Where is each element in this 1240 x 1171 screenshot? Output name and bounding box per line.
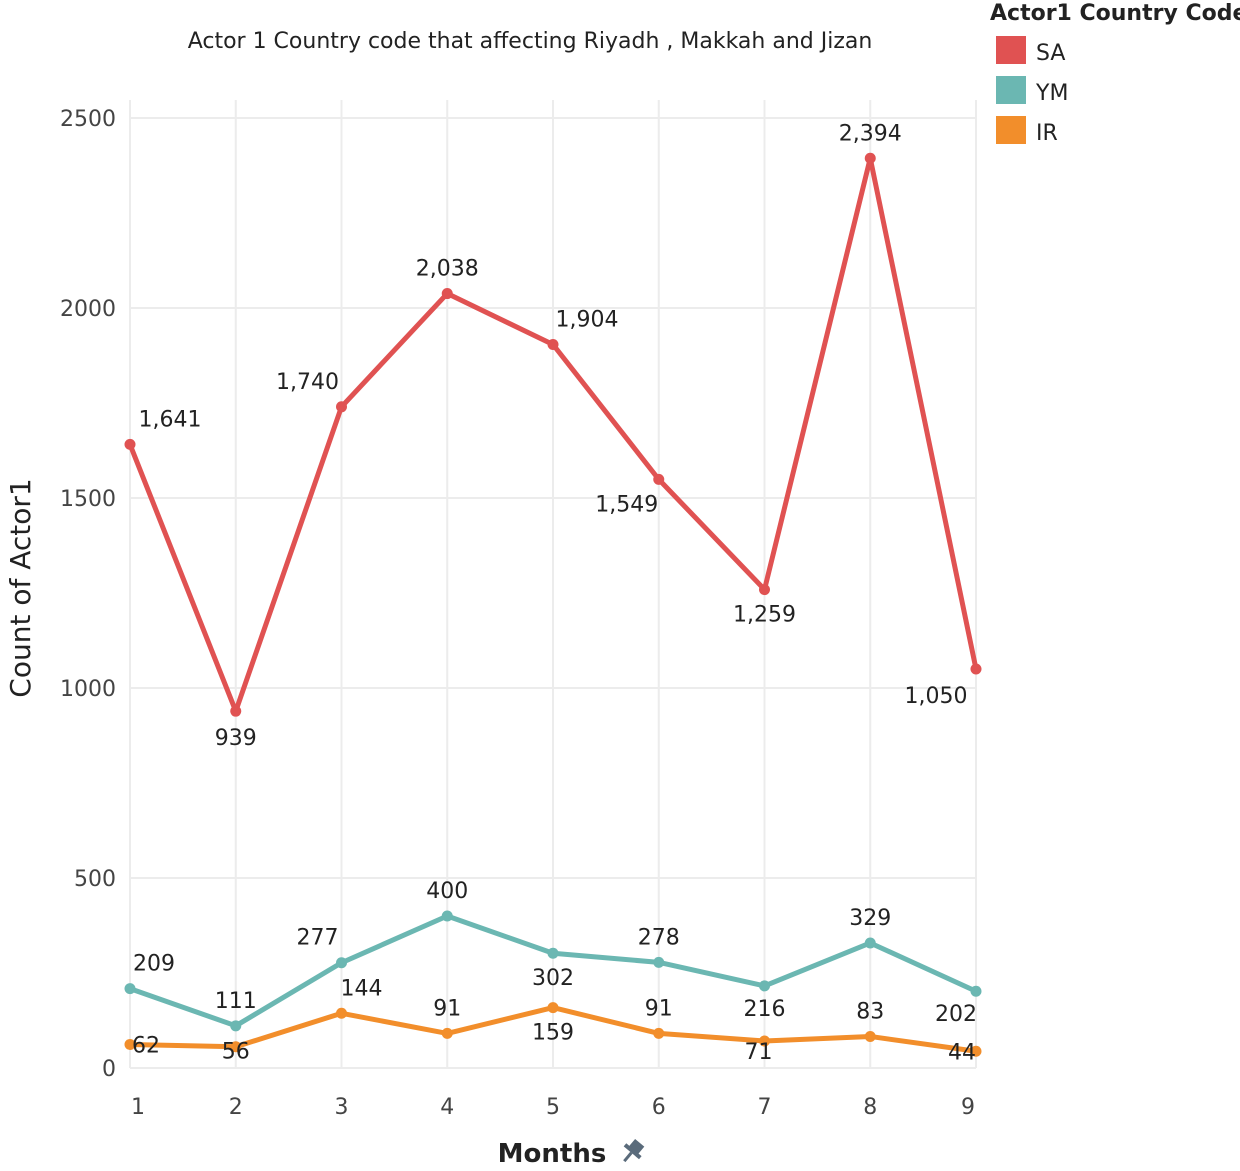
legend-item-ir[interactable]: IR [996,116,1058,146]
data-point[interactable] [653,473,665,485]
data-label: 62 [132,1033,160,1058]
legend-item-sa[interactable]: SA [996,36,1065,66]
series-ir: 62 56 144 91 159 91 71 83 44 [124,976,982,1065]
data-point[interactable] [653,956,665,968]
series-layer: 1,641 939 1,740 2,038 1,904 1,549 1,259 2,394 1,… [124,121,982,1065]
data-point[interactable] [864,152,876,164]
data-point[interactable] [547,947,559,959]
data-label: 400 [426,879,468,904]
data-point[interactable] [970,1045,982,1057]
data-point[interactable] [124,1038,136,1050]
data-label: 1,904 [556,307,619,332]
data-point[interactable] [864,1030,876,1042]
data-label: 144 [341,976,383,1001]
y-axis: 0 500 1000 1500 2000 2500 [60,107,116,1082]
y-tick-label: 2500 [60,107,116,132]
data-point[interactable] [124,983,136,995]
x-tick-label: 9 [961,1095,975,1120]
data-label: 216 [744,997,786,1022]
data-label: 71 [745,1040,773,1065]
legend-label: YM [1035,81,1068,106]
data-label: 2,038 [416,257,479,282]
x-tick-label: 6 [652,1095,666,1120]
legend-label: SA [1036,41,1065,66]
data-label: 1,050 [905,684,968,709]
data-label: 1,259 [733,603,796,628]
data-label: 83 [856,999,884,1024]
series-ym: 209 111 277 400 302 278 216 329 202 [124,879,982,1032]
x-axis-title-group: Months [498,1136,648,1169]
x-tick-label: 4 [440,1095,454,1120]
data-point[interactable] [230,1041,242,1053]
y-tick-label: 1500 [60,487,116,512]
data-label: 202 [935,1002,977,1027]
x-tick-label: 5 [546,1095,560,1120]
data-point[interactable] [441,910,453,922]
data-point[interactable] [336,1007,347,1019]
data-label: 278 [638,925,680,950]
pin-icon[interactable] [617,1136,648,1167]
data-point[interactable] [970,985,982,997]
legend-swatch [996,116,1026,144]
data-label: 111 [215,989,257,1014]
data-label: 56 [222,1040,250,1065]
data-point[interactable] [441,1027,453,1039]
data-label: 2,394 [839,121,902,146]
legend-swatch [996,76,1026,104]
legend-swatch [996,36,1026,64]
data-label: 209 [133,952,175,977]
data-point[interactable] [759,980,770,992]
data-label: 159 [532,1021,574,1046]
x-tick-label: 3 [335,1095,349,1120]
data-point[interactable] [336,957,347,969]
data-point[interactable] [759,584,770,596]
y-tick-label: 0 [102,1057,116,1082]
y-axis-title: Count of Actor1 [4,478,37,697]
legend-item-ym[interactable]: YM [996,76,1068,106]
data-label: 91 [433,996,461,1021]
x-tick-label: 1 [131,1095,145,1120]
data-label: 302 [532,966,574,991]
data-label: 1,549 [595,492,658,517]
legend-label: IR [1036,121,1058,146]
data-label: 44 [948,1040,976,1065]
data-point[interactable] [336,401,347,413]
legend-title: Actor1 Country Code [990,1,1240,26]
data-label: 939 [215,726,257,751]
data-point[interactable] [653,1027,665,1039]
data-label: 1,740 [276,370,339,395]
data-label: 277 [297,926,339,951]
data-point[interactable] [230,1020,242,1032]
data-point[interactable] [759,1035,770,1047]
data-point[interactable] [230,705,242,717]
y-tick-label: 2000 [60,297,116,322]
data-point[interactable] [441,288,453,300]
x-tick-label: 8 [863,1095,877,1120]
legend: Actor1 Country Code SA YM IR [990,1,1240,146]
chart-title: Actor 1 Country code that affecting Riya… [188,29,873,54]
y-tick-label: 1000 [60,677,116,702]
x-axis: 1 2 3 4 5 6 7 8 9 [131,1095,975,1120]
data-point[interactable] [547,338,559,350]
data-point[interactable] [864,937,876,949]
x-tick-label: 7 [758,1095,772,1120]
data-point[interactable] [547,1002,559,1014]
series-sa: 1,641 939 1,740 2,038 1,904 1,549 1,259 2,394 1,… [124,121,982,751]
data-label: 329 [849,906,891,931]
data-point[interactable] [124,438,136,450]
data-label: 91 [645,996,673,1021]
data-label: 1,641 [139,407,202,432]
data-point[interactable] [970,663,982,675]
x-axis-title: Months [498,1139,607,1169]
x-tick-label: 2 [229,1095,243,1120]
y-tick-label: 500 [74,867,116,892]
